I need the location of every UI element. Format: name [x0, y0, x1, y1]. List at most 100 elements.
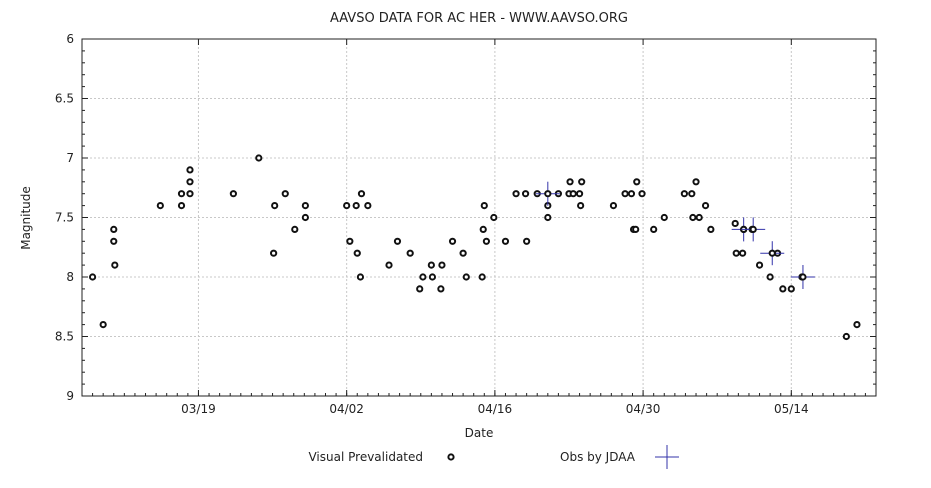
- data-point-visual-prevalidated: [638, 190, 646, 198]
- data-point-visual-prevalidated: [766, 273, 774, 281]
- data-point-visual-prevalidated: [853, 321, 861, 329]
- x-tick-label: 05/14: [774, 402, 809, 416]
- y-tick-label: 6: [66, 32, 74, 46]
- axis-ticks: 6 6.5 7 7.5 8 8.5 9 03/19 04/02 04/16 04/30 05/14: [55, 32, 877, 416]
- data-point-visual-prevalidated: [523, 237, 531, 245]
- data-point-visual-prevalidated: [701, 202, 710, 210]
- data-point-visual-prevalidated: [680, 190, 688, 198]
- data-point-visual-prevalidated: [732, 249, 740, 257]
- data-point-visual-prevalidated: [271, 202, 279, 210]
- data-point-visual-prevalidated: [301, 202, 309, 210]
- y-axis-label: Magnitude: [19, 186, 33, 250]
- data-point-visual-prevalidated: [501, 237, 510, 245]
- data-point-obs-by-jdaa: [535, 181, 560, 206]
- data-point-visual-prevalidated: [490, 213, 498, 222]
- data-point-visual-prevalidated: [346, 237, 354, 245]
- data-point-visual-prevalidated: [577, 202, 585, 210]
- data-point-visual-prevalidated: [779, 285, 787, 293]
- data-point-visual-prevalidated: [177, 190, 186, 198]
- data-point-visual-prevalidated: [462, 273, 470, 281]
- data-point-visual-prevalidated: [428, 273, 437, 281]
- y-tick-label: 9: [66, 389, 74, 403]
- data-point-visual-prevalidated: [110, 225, 118, 233]
- plot-frame: [81, 38, 877, 397]
- data-point-visual-prevalidated: [459, 249, 467, 257]
- data-point-visual-prevalidated: [633, 178, 641, 186]
- data-point-visual-prevalidated: [544, 213, 552, 222]
- data-point-visual-prevalidated: [627, 190, 636, 198]
- data-point-visual-prevalidated: [255, 154, 263, 162]
- data-point-visual-prevalidated: [186, 190, 194, 198]
- data-point-obs-by-jdaa: [760, 241, 785, 266]
- data-point-visual-prevalidated: [438, 261, 446, 269]
- data-point-visual-prevalidated: [357, 190, 366, 198]
- data-point-visual-prevalidated: [229, 190, 237, 198]
- data-point-visual-prevalidated: [364, 202, 372, 210]
- data-point-visual-prevalidated: [448, 237, 457, 245]
- data-point-visual-prevalidated: [186, 166, 194, 174]
- data-point-visual-prevalidated: [578, 178, 586, 186]
- data-point-visual-prevalidated: [186, 178, 194, 186]
- data-point-visual-prevalidated: [281, 190, 289, 198]
- data-point-visual-prevalidated: [385, 261, 393, 269]
- data-point-visual-prevalidated: [731, 219, 739, 228]
- data-point-visual-prevalidated: [419, 273, 427, 281]
- data-point-visual-prevalidated: [609, 202, 618, 210]
- data-points: [88, 154, 861, 341]
- data-point-visual-prevalidated: [695, 213, 703, 222]
- data-point-visual-prevalidated: [575, 190, 584, 198]
- x-tick-label: 04/16: [478, 402, 513, 416]
- data-point-visual-prevalidated: [482, 237, 491, 245]
- data-point-visual-prevalidated: [301, 213, 309, 222]
- data-point-obs-by-jdaa: [790, 265, 815, 289]
- jdaa-point-marker: [544, 190, 552, 198]
- data-point-visual-prevalidated: [688, 190, 696, 198]
- data-point-visual-prevalidated: [406, 249, 414, 257]
- data-point-visual-prevalidated: [427, 261, 435, 269]
- jdaa-point-marker: [799, 273, 807, 281]
- data-point-visual-prevalidated: [566, 178, 574, 186]
- data-point-visual-prevalidated: [291, 225, 299, 233]
- data-point-visual-prevalidated: [650, 225, 658, 233]
- legend-label-obs-by-jdaa: Obs by JDAA: [560, 450, 636, 464]
- legend-label-visual-prevalidated: Visual Prevalidated: [308, 450, 423, 464]
- data-point-visual-prevalidated: [621, 190, 629, 198]
- chart-title: AAVSO DATA FOR AC HER - WWW.AAVSO.ORG: [330, 11, 628, 26]
- data-point-visual-prevalidated: [787, 285, 795, 293]
- data-point-visual-prevalidated: [569, 190, 577, 198]
- data-point-visual-prevalidated: [343, 202, 351, 210]
- data-point-visual-prevalidated: [416, 285, 424, 293]
- data-point-visual-prevalidated: [521, 190, 530, 198]
- data-point-visual-prevalidated: [842, 332, 850, 341]
- data-point-visual-prevalidated: [480, 202, 488, 210]
- y-tick-label: 7.5: [55, 211, 74, 225]
- y-tick-label: 6.5: [55, 92, 74, 106]
- x-tick-label: 04/30: [626, 402, 661, 416]
- data-point-visual-prevalidated: [707, 225, 715, 233]
- y-tick-label: 8.5: [55, 330, 74, 344]
- data-point-visual-prevalidated: [270, 249, 278, 257]
- data-point-visual-prevalidated: [739, 249, 747, 257]
- data-point-visual-prevalidated: [437, 285, 445, 293]
- data-point-visual-prevalidated: [755, 261, 764, 269]
- jdaa-point-marker: [768, 249, 776, 257]
- x-tick-label: 03/19: [181, 402, 216, 416]
- legend: Visual Prevalidated Obs by JDAA: [308, 445, 679, 469]
- data-point-visual-prevalidated: [689, 213, 697, 222]
- data-point-visual-prevalidated: [353, 249, 361, 257]
- data-point-visual-prevalidated: [110, 237, 118, 245]
- data-point-visual-prevalidated: [111, 261, 119, 269]
- data-point-visual-prevalidated: [478, 273, 486, 281]
- data-point-visual-prevalidated: [393, 237, 402, 245]
- data-point-visual-prevalidated: [479, 225, 487, 233]
- data-point-visual-prevalidated: [352, 202, 360, 210]
- x-axis-label: Date: [465, 426, 494, 440]
- jdaa-point-marker: [749, 225, 757, 233]
- y-tick-label: 7: [66, 151, 74, 165]
- data-point-visual-prevalidated: [356, 273, 365, 281]
- data-point-visual-prevalidated: [88, 273, 97, 281]
- legend-marker-visual-prevalidated: [447, 453, 455, 461]
- data-point-obs-by-jdaa: [741, 217, 766, 242]
- y-tick-label: 8: [66, 270, 74, 284]
